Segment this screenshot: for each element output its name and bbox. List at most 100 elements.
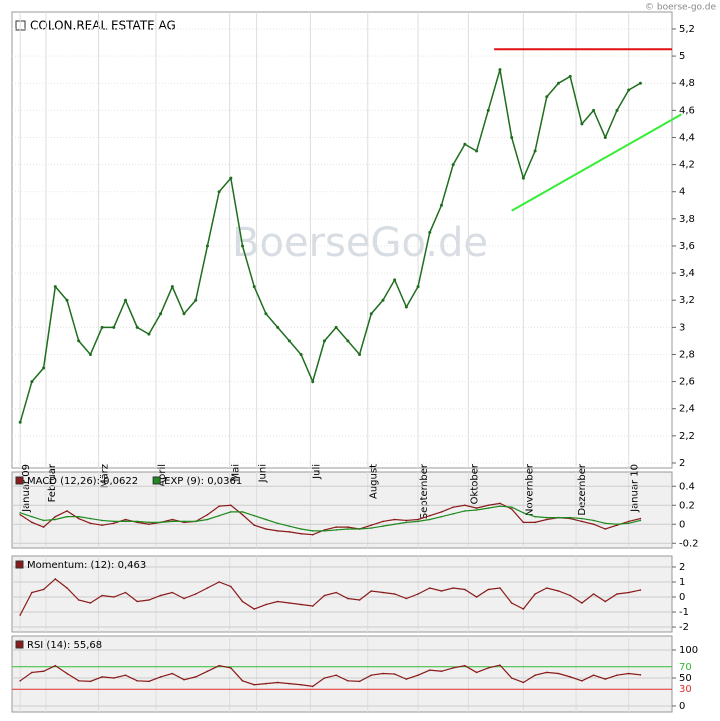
indicator-point (545, 518, 548, 521)
indicator-point (592, 593, 595, 595)
price-point (77, 339, 81, 343)
indicator-point (347, 597, 349, 600)
price-point (276, 325, 280, 329)
indicator-point (253, 608, 256, 610)
y-tick-label: 2,6 (679, 377, 695, 388)
y-tick-label: 2 (679, 562, 685, 573)
indicator-point (627, 591, 630, 594)
indicator-point (276, 522, 279, 525)
indicator-line (20, 505, 641, 532)
indicator-line (19, 664, 641, 688)
indicator-point (66, 510, 68, 512)
y-tick-label: 4,4 (679, 132, 695, 143)
price-point (393, 278, 397, 282)
legend-label: RSI (14): 55,68 (27, 640, 102, 651)
indicator-point (136, 520, 139, 523)
indicator-point (230, 585, 232, 588)
price-point (603, 135, 607, 139)
indicator-point (323, 677, 326, 679)
indicator-point (534, 521, 536, 524)
indicator-point (77, 680, 80, 682)
indicator-point (300, 532, 302, 535)
indicator-point (183, 678, 185, 681)
indicator-point (639, 674, 642, 676)
legend-swatch (15, 560, 24, 569)
indicator-point (464, 664, 466, 667)
indicator-point (113, 520, 115, 523)
indicator-point (101, 524, 103, 526)
price-point (556, 81, 560, 85)
indicator-point (545, 587, 548, 589)
indicator-point (639, 519, 642, 522)
indicator-point (522, 681, 525, 684)
indicator-point (42, 526, 45, 528)
y-tick-label: 100 (679, 645, 698, 656)
indicator-point (183, 597, 185, 600)
price-line (19, 69, 641, 423)
price-point (229, 176, 233, 180)
y-tick-label: 2,4 (679, 404, 695, 415)
indicator-point (218, 664, 220, 667)
price-point (580, 122, 584, 126)
indicator-point (265, 518, 267, 521)
indicator-point (218, 505, 220, 508)
price-point (404, 305, 408, 309)
indicator-point (276, 530, 279, 532)
indicator-point (171, 518, 174, 521)
price-point (486, 108, 490, 112)
indicator-point (206, 587, 209, 589)
indicator-point (405, 678, 408, 680)
indicator-point (311, 605, 314, 607)
indicator-point (124, 674, 127, 677)
indicator-point (148, 680, 150, 683)
indicator-point (288, 531, 291, 533)
price-point (287, 339, 291, 343)
price-point (369, 312, 373, 316)
y-tick-label: -2 (679, 622, 689, 633)
indicator-point (639, 589, 642, 591)
indicator-point (335, 526, 337, 528)
indicator-point (522, 521, 525, 524)
price-point (510, 135, 514, 139)
indicator-point (335, 674, 337, 677)
indicator-point (159, 521, 162, 524)
indicator-point (206, 518, 209, 521)
indicator-point (194, 676, 197, 678)
indicator-point (510, 508, 513, 510)
indicator-point (604, 522, 607, 525)
price-point (42, 366, 46, 370)
indicator-point (230, 667, 232, 669)
indicator-point (358, 599, 361, 601)
price-point (217, 190, 221, 194)
indicator-point (42, 588, 45, 591)
indicator-point (440, 511, 443, 513)
indicator-point (230, 504, 232, 507)
y-tick-label: 0 (679, 701, 685, 712)
indicator-point (370, 527, 373, 529)
indicator-point (604, 528, 607, 530)
indicator-point (288, 602, 291, 604)
indicator-point (592, 674, 595, 677)
indicator-point (171, 591, 174, 594)
indicator-panel (11, 635, 673, 713)
indicator-point (639, 517, 642, 520)
indicator-point (405, 519, 408, 522)
indicator-point (183, 520, 185, 523)
indicator-point (475, 596, 478, 598)
indicator-point (393, 523, 396, 526)
y-tick-label: 50 (679, 673, 692, 684)
indicator-point (31, 591, 33, 594)
price-point (451, 163, 455, 167)
x-tick-label: Februar (47, 463, 58, 502)
y-tick-label: -1 (679, 607, 689, 618)
indicator-point (557, 672, 560, 675)
price-point (112, 325, 116, 329)
indicator-point (42, 519, 45, 522)
indicator-point (522, 608, 525, 610)
indicator-point (452, 506, 454, 508)
indicator-point (499, 502, 501, 505)
indicator-point (113, 677, 115, 679)
price-point (264, 312, 268, 316)
price-point (100, 325, 104, 329)
price-point (416, 285, 420, 289)
